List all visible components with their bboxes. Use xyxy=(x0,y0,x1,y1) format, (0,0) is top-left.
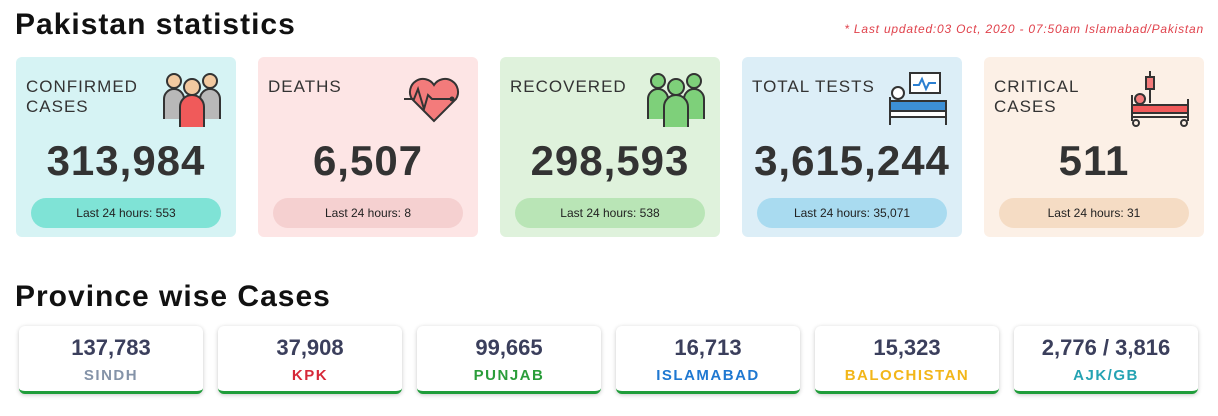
last-updated-text: * Last updated:03 Oct, 2020 - 07:50am Is… xyxy=(844,22,1204,36)
province-value: 137,783 xyxy=(71,335,151,360)
province-value: 16,713 xyxy=(674,335,742,360)
page-title: Pakistan statistics xyxy=(15,8,296,41)
card-label: RECOVERED xyxy=(510,77,627,96)
recovered-people-icon xyxy=(647,73,705,127)
province-card-balochistan[interactable]: 15,323 BALOCHISTAN xyxy=(815,326,999,394)
province-value: 15,323 xyxy=(873,335,941,360)
card-critical: CRITICAL CASES 511 Last 24 hours: 31 xyxy=(984,57,1204,237)
hospital-bed-icon xyxy=(1131,71,1189,127)
card-label: CONFIRMED CASES xyxy=(26,77,138,116)
heartbeat-icon xyxy=(404,78,459,123)
hospital-monitor-icon xyxy=(889,72,947,125)
province-value: 2,776 / 3,816 xyxy=(1041,335,1171,360)
card-value: 6,507 xyxy=(312,137,424,184)
card-value: 3,615,244 xyxy=(754,137,950,184)
card-value: 298,593 xyxy=(530,137,690,184)
province-card-sindh[interactable]: 137,783 SINDH xyxy=(19,326,203,394)
card-last24-pill: Last 24 hours: 35,071 xyxy=(757,198,947,228)
card-label: TOTAL TESTS xyxy=(752,77,875,96)
card-last24-pill: Last 24 hours: 538 xyxy=(515,198,705,228)
province-card-kpk[interactable]: 37,908 KPK xyxy=(218,326,402,394)
people-group-icon xyxy=(163,73,221,127)
card-confirmed: CONFIRMED CASES 313,984 Last 24 hours: 5… xyxy=(16,57,236,237)
province-name: AJK/GB xyxy=(1073,367,1139,384)
card-recovered: RECOVERED 298,593 Last 24 hours: 538 xyxy=(500,57,720,237)
card-last24-pill: Last 24 hours: 8 xyxy=(273,198,463,228)
province-name: BALOCHISTAN xyxy=(844,367,970,384)
card-label: CRITICAL CASES xyxy=(994,77,1079,116)
card-last24-pill: Last 24 hours: 31 xyxy=(999,198,1189,228)
card-value: 511 xyxy=(1058,137,1130,184)
card-last24-pill: Last 24 hours: 553 xyxy=(31,198,221,228)
province-name: PUNJAB xyxy=(473,367,545,384)
card-value: 313,984 xyxy=(46,137,206,184)
province-name: SINDH xyxy=(83,367,139,384)
card-label: DEATHS xyxy=(268,77,342,96)
province-section-title: Province wise Cases xyxy=(15,280,331,313)
province-card-islamabad[interactable]: 16,713 ISLAMABAD xyxy=(616,326,800,394)
province-value: 37,908 xyxy=(276,335,344,360)
province-name: ISLAMABAD xyxy=(656,367,760,384)
province-value: 99,665 xyxy=(475,335,543,360)
province-name: KPK xyxy=(291,367,329,384)
card-deaths: DEATHS 6,507 Last 24 hours: 8 xyxy=(258,57,478,237)
province-card-ajk-gb[interactable]: 2,776 / 3,816 AJK/GB xyxy=(1014,326,1198,394)
card-total-tests: TOTAL TESTS 3,615,244 Last 24 hours: 35,… xyxy=(742,57,962,237)
province-card-punjab[interactable]: 99,665 PUNJAB xyxy=(417,326,601,394)
